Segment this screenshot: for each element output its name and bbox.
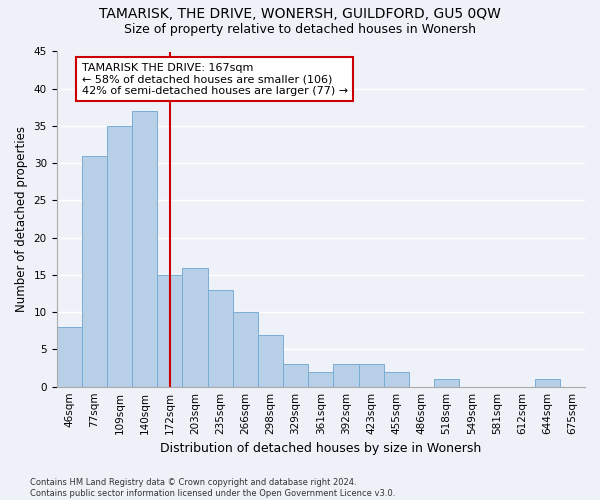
Bar <box>434 379 459 386</box>
Bar <box>258 334 283 386</box>
Text: Size of property relative to detached houses in Wonersh: Size of property relative to detached ho… <box>124 22 476 36</box>
Bar <box>56 327 82 386</box>
Bar <box>233 312 258 386</box>
Bar <box>157 275 182 386</box>
Bar <box>359 364 383 386</box>
Y-axis label: Number of detached properties: Number of detached properties <box>15 126 28 312</box>
Text: TAMARISK, THE DRIVE, WONERSH, GUILDFORD, GU5 0QW: TAMARISK, THE DRIVE, WONERSH, GUILDFORD,… <box>99 8 501 22</box>
Bar <box>107 126 132 386</box>
Bar <box>334 364 359 386</box>
Bar <box>283 364 308 386</box>
Bar <box>82 156 107 386</box>
Bar <box>132 111 157 386</box>
Bar <box>308 372 334 386</box>
Text: TAMARISK THE DRIVE: 167sqm
← 58% of detached houses are smaller (106)
42% of sem: TAMARISK THE DRIVE: 167sqm ← 58% of deta… <box>82 62 348 96</box>
X-axis label: Distribution of detached houses by size in Wonersh: Distribution of detached houses by size … <box>160 442 481 455</box>
Text: Contains HM Land Registry data © Crown copyright and database right 2024.
Contai: Contains HM Land Registry data © Crown c… <box>30 478 395 498</box>
Bar <box>535 379 560 386</box>
Bar <box>208 290 233 386</box>
Bar <box>182 268 208 386</box>
Bar <box>383 372 409 386</box>
